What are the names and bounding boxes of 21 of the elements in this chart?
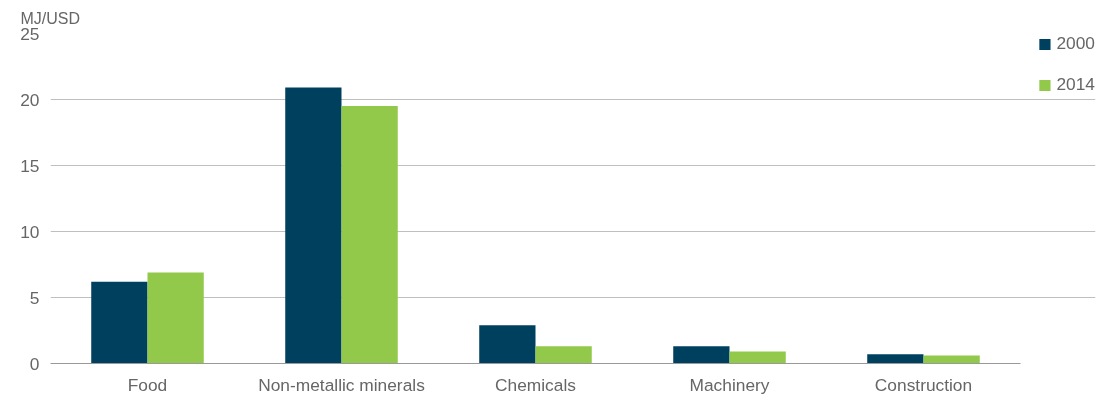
bar	[341, 106, 398, 364]
bar	[867, 354, 924, 364]
x-tick-label: Food	[127, 374, 168, 395]
y-tick-label: 15	[20, 155, 40, 176]
y-tick-label: 10	[20, 221, 40, 242]
bar	[479, 325, 536, 364]
y-tick-label: 0	[29, 353, 40, 374]
bar	[147, 272, 204, 364]
y-tick-label: 5	[29, 287, 40, 308]
x-tick-label: Non-metallic minerals	[258, 374, 426, 395]
x-tick-label: Chemicals	[495, 374, 577, 395]
bar	[91, 281, 148, 364]
bar	[729, 351, 786, 364]
legend-label: 2000	[1056, 33, 1095, 54]
x-tick-label: Machinery	[689, 374, 770, 395]
bar	[673, 346, 730, 364]
y-tick-label: 20	[20, 89, 40, 110]
x-tick-label: Construction	[874, 374, 973, 395]
bar	[285, 87, 342, 364]
legend-label: 2014	[1056, 74, 1095, 95]
bar	[535, 346, 592, 364]
